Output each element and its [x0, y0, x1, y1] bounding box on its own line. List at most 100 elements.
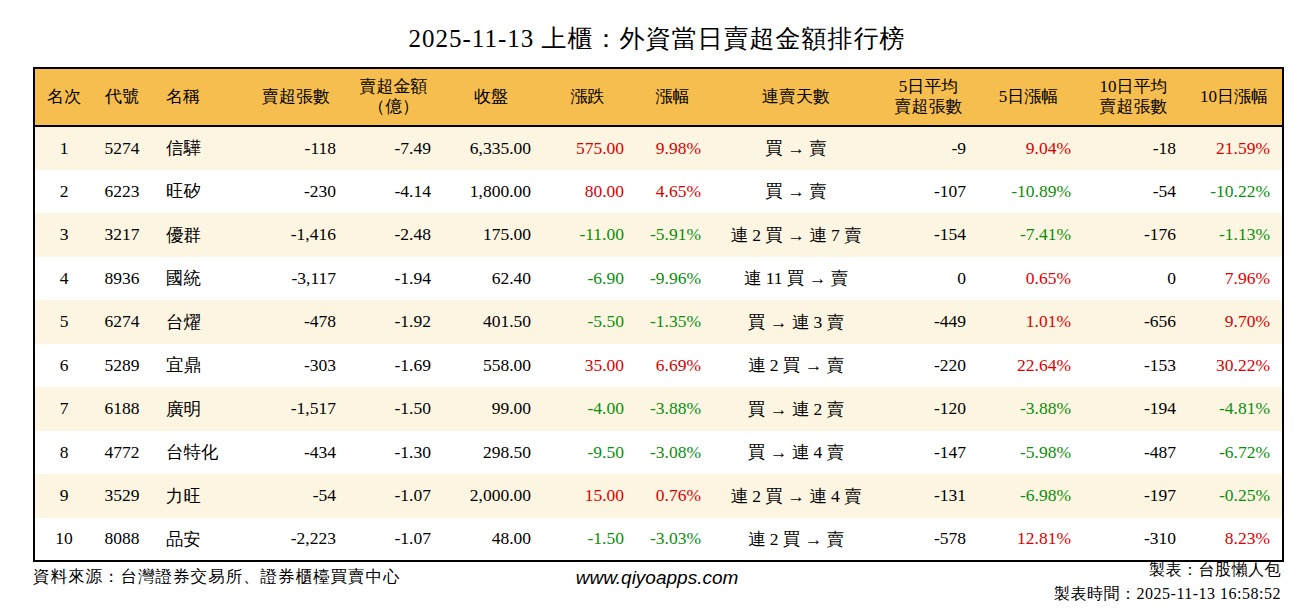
- ranking-table: 名次代號名稱賣超張數賣超金額 （億）收盤漲跌漲幅連賣天數5日平均 賣超張數5日漲…: [33, 67, 1284, 562]
- cell-code: 6188: [93, 387, 151, 431]
- cell-streak: 買 → 賣: [711, 126, 881, 170]
- cell-pct_10d: -6.72%: [1186, 431, 1283, 475]
- cell-net_sell_lots: -434: [246, 431, 346, 475]
- cell-net_sell_amount: -1.50: [346, 387, 441, 431]
- cell-net_sell_amount: -1.07: [346, 518, 441, 562]
- cell-avg10_net_sell: -153: [1081, 344, 1186, 388]
- column-header-change: 漲跌: [541, 68, 634, 126]
- cell-rank: 4: [34, 257, 93, 301]
- cell-change: -5.50: [541, 300, 634, 344]
- cell-streak: 連 2 買 → 賣: [711, 518, 881, 562]
- cell-change_pct: -3.08%: [634, 431, 711, 475]
- cell-code: 8936: [93, 257, 151, 301]
- cell-pct_5d: 0.65%: [976, 257, 1081, 301]
- table-row: 15274信驊-118-7.496,335.00575.009.98%買 → 賣…: [34, 126, 1283, 170]
- cell-net_sell_lots: -230: [246, 170, 346, 214]
- table-row: 56274台燿-478-1.92401.50-5.50-1.35%買 → 連 3…: [34, 300, 1283, 344]
- cell-net_sell_lots: -1,517: [246, 387, 346, 431]
- cell-change: 575.00: [541, 126, 634, 170]
- cell-avg10_net_sell: -487: [1081, 431, 1186, 475]
- cell-rank: 1: [34, 126, 93, 170]
- cell-code: 3529: [93, 474, 151, 518]
- cell-net_sell_amount: -1.92: [346, 300, 441, 344]
- cell-rank: 10: [34, 518, 93, 562]
- cell-net_sell_amount: -1.07: [346, 474, 441, 518]
- cell-net_sell_lots: -54: [246, 474, 346, 518]
- cell-avg5_net_sell: 0: [881, 257, 976, 301]
- maker-label: 製表：台股懶人包: [1054, 558, 1281, 582]
- cell-name: 國統: [151, 257, 246, 301]
- cell-streak: 連 2 買 → 連 7 賣: [711, 213, 881, 257]
- cell-avg10_net_sell: -176: [1081, 213, 1186, 257]
- cell-streak: 連 11 買 → 賣: [711, 257, 881, 301]
- cell-close: 558.00: [441, 344, 541, 388]
- cell-avg10_net_sell: -656: [1081, 300, 1186, 344]
- cell-change_pct: -3.88%: [634, 387, 711, 431]
- cell-avg5_net_sell: -220: [881, 344, 976, 388]
- cell-close: 99.00: [441, 387, 541, 431]
- cell-net_sell_lots: -3,117: [246, 257, 346, 301]
- cell-pct_10d: 21.59%: [1186, 126, 1283, 170]
- cell-avg10_net_sell: -194: [1081, 387, 1186, 431]
- cell-change_pct: -5.91%: [634, 213, 711, 257]
- cell-pct_10d: 7.96%: [1186, 257, 1283, 301]
- cell-code: 6274: [93, 300, 151, 344]
- cell-rank: 7: [34, 387, 93, 431]
- cell-code: 5289: [93, 344, 151, 388]
- cell-close: 6,335.00: [441, 126, 541, 170]
- cell-code: 4772: [93, 431, 151, 475]
- cell-net_sell_amount: -1.69: [346, 344, 441, 388]
- cell-pct_10d: 8.23%: [1186, 518, 1283, 562]
- cell-pct_10d: 30.22%: [1186, 344, 1283, 388]
- cell-close: 401.50: [441, 300, 541, 344]
- cell-net_sell_amount: -1.94: [346, 257, 441, 301]
- column-header-streak: 連賣天數: [711, 68, 881, 126]
- cell-name: 信驊: [151, 126, 246, 170]
- page-title: 2025-11-13 上櫃：外資當日賣超金額排行榜: [0, 22, 1314, 55]
- cell-avg5_net_sell: -120: [881, 387, 976, 431]
- cell-net_sell_amount: -1.30: [346, 431, 441, 475]
- cell-net_sell_lots: -478: [246, 300, 346, 344]
- cell-name: 品安: [151, 518, 246, 562]
- cell-name: 廣明: [151, 387, 246, 431]
- cell-streak: 買 → 連 3 賣: [711, 300, 881, 344]
- cell-net_sell_lots: -1,416: [246, 213, 346, 257]
- cell-avg10_net_sell: -310: [1081, 518, 1186, 562]
- column-header-name: 名稱: [151, 68, 246, 126]
- cell-name: 力旺: [151, 474, 246, 518]
- cell-code: 8088: [93, 518, 151, 562]
- column-header-pct_10d: 10日漲幅: [1186, 68, 1283, 126]
- cell-close: 62.40: [441, 257, 541, 301]
- column-header-avg5_net_sell: 5日平均 賣超張數: [881, 68, 976, 126]
- cell-change: 35.00: [541, 344, 634, 388]
- cell-pct_5d: 22.64%: [976, 344, 1081, 388]
- generated-time-label: 製表時間：2025-11-13 16:58:52: [1054, 582, 1281, 606]
- cell-change: -6.90: [541, 257, 634, 301]
- cell-pct_5d: 1.01%: [976, 300, 1081, 344]
- cell-change_pct: -3.03%: [634, 518, 711, 562]
- table-row: 76188廣明-1,517-1.5099.00-4.00-3.88%買 → 連 …: [34, 387, 1283, 431]
- cell-avg10_net_sell: -54: [1081, 170, 1186, 214]
- cell-pct_5d: 12.81%: [976, 518, 1081, 562]
- cell-avg5_net_sell: -154: [881, 213, 976, 257]
- cell-close: 175.00: [441, 213, 541, 257]
- cell-streak: 買 → 連 2 賣: [711, 387, 881, 431]
- cell-pct_5d: -7.41%: [976, 213, 1081, 257]
- footer-credits: 製表：台股懶人包 製表時間：2025-11-13 16:58:52: [1054, 558, 1281, 606]
- cell-close: 1,800.00: [441, 170, 541, 214]
- cell-rank: 5: [34, 300, 93, 344]
- table-row: 108088品安-2,223-1.0748.00-1.50-3.03%連 2 買…: [34, 518, 1283, 562]
- column-header-code: 代號: [93, 68, 151, 126]
- cell-change_pct: 4.65%: [634, 170, 711, 214]
- cell-avg10_net_sell: -18: [1081, 126, 1186, 170]
- cell-pct_10d: -0.25%: [1186, 474, 1283, 518]
- cell-name: 宜鼎: [151, 344, 246, 388]
- cell-change: -9.50: [541, 431, 634, 475]
- cell-pct_5d: -6.98%: [976, 474, 1081, 518]
- cell-code: 6223: [93, 170, 151, 214]
- column-header-net_sell_lots: 賣超張數: [246, 68, 346, 126]
- cell-avg5_net_sell: -9: [881, 126, 976, 170]
- header-row: 名次代號名稱賣超張數賣超金額 （億）收盤漲跌漲幅連賣天數5日平均 賣超張數5日漲…: [34, 68, 1283, 126]
- column-header-net_sell_amount: 賣超金額 （億）: [346, 68, 441, 126]
- cell-avg10_net_sell: 0: [1081, 257, 1186, 301]
